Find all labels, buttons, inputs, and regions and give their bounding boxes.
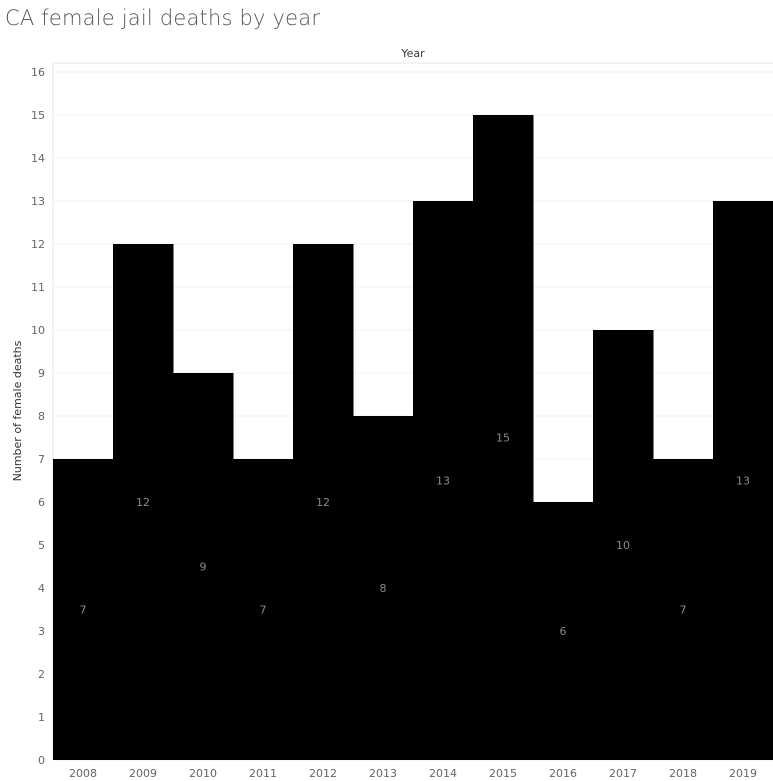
x-tick-label: 2009 [129,767,157,780]
data-label: 12 [316,496,330,509]
data-label: 13 [436,475,450,488]
data-label: 15 [496,432,510,445]
bar [113,244,174,760]
y-tick-label: 0 [38,754,45,767]
y-tick-label: 11 [31,281,45,294]
y-tick-label: 2 [38,668,45,681]
x-tick-label: 2018 [669,767,697,780]
x-tick-label: 2010 [189,767,217,780]
bar [713,201,773,760]
bar [173,373,234,760]
bar [53,459,114,760]
y-tick-label: 14 [31,152,45,165]
x-tick-label: 2013 [369,767,397,780]
y-tick-label: 10 [31,324,45,337]
bar [413,201,474,760]
bar [233,459,294,760]
column-header: Year [400,47,425,60]
chart-title: CA female jail deaths by year [5,6,321,30]
y-tick-label: 9 [38,367,45,380]
y-tick-label: 16 [31,66,45,79]
bar [593,330,654,760]
data-labels: 7 12 9 7 12 8 13 15 6 10 7 13 [80,432,751,639]
y-tick-label: 13 [31,195,45,208]
data-label: 8 [380,582,387,595]
y-tick-label: 15 [31,109,45,122]
x-tick-label: 2017 [609,767,637,780]
bar [293,244,354,760]
bar [353,416,414,760]
x-tick-label: 2015 [489,767,517,780]
data-label: 10 [616,539,630,552]
x-tick-label: 2016 [549,767,577,780]
data-label: 6 [560,625,567,638]
bar [473,115,534,760]
x-tick-label: 2019 [729,767,757,780]
bars [53,115,773,760]
y-tick-label: 8 [38,410,45,423]
data-label: 9 [200,561,207,574]
y-tick-label: 6 [38,496,45,509]
data-label: 13 [736,475,750,488]
y-tick-label: 12 [31,238,45,251]
x-tick-label: 2011 [249,767,277,780]
y-tick-label: 3 [38,625,45,638]
y-axis-title: Number of female deaths [11,340,24,481]
bar [653,459,714,760]
bar [533,502,594,760]
y-tick-label: 7 [38,453,45,466]
x-tick-label: 2012 [309,767,337,780]
x-axis-ticks: 2008 2009 2010 2011 2012 2013 2014 2015 2016 2017… [69,767,757,780]
data-label: 7 [260,604,267,617]
data-label: 7 [680,604,687,617]
data-label: 12 [136,496,150,509]
y-tick-label: 1 [38,711,45,724]
y-tick-label: 4 [38,582,45,595]
x-tick-label: 2014 [429,767,457,780]
y-tick-label: 5 [38,539,45,552]
x-tick-label: 2008 [69,767,97,780]
data-label: 7 [80,604,87,617]
